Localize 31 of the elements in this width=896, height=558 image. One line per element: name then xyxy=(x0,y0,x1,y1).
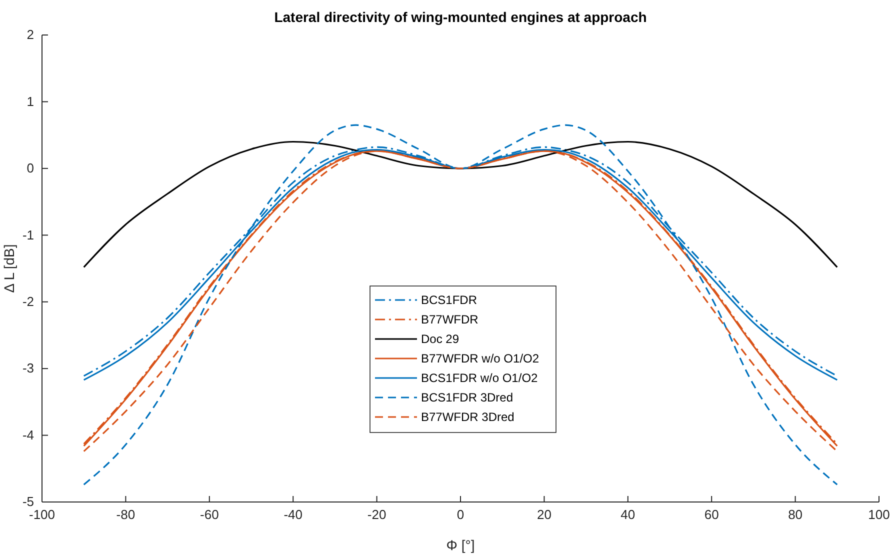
line-series xyxy=(83,140,838,268)
y-tick-label: 2 xyxy=(26,27,34,42)
x-tick-label: -80 xyxy=(116,507,136,522)
legend-label: BCS1FDR 3Dred xyxy=(421,390,514,404)
legend-label: B77WFDR w/o O1/O2 xyxy=(421,352,540,366)
x-tick-label: -60 xyxy=(200,507,219,522)
chart-title: Lateral directivity of wing-mounted engines at approach xyxy=(274,9,647,25)
y-tick-label: -2 xyxy=(22,294,34,310)
x-tick-label: 60 xyxy=(704,507,719,522)
x-tick-label: -100 xyxy=(28,507,56,522)
y-tick-label: -4 xyxy=(22,427,34,442)
x-tick-label: -20 xyxy=(367,507,386,522)
y-tick-label: -3 xyxy=(22,360,34,376)
y-tick-label: 0 xyxy=(26,160,34,176)
legend-label: BCS1FDR xyxy=(421,293,478,307)
y-tick-label: -5 xyxy=(22,494,34,510)
x-axis-title: Φ [°] xyxy=(446,537,475,553)
legend-label: B77WFDR xyxy=(421,312,479,326)
x-tick-label: 80 xyxy=(788,507,803,522)
y-tick-label: -1 xyxy=(22,227,34,242)
x-tick-label: 100 xyxy=(868,507,890,522)
x-tick-label: 0 xyxy=(456,507,464,522)
legend-label: BCS1FDR w/o O1/O2 xyxy=(421,371,538,385)
x-tick-label: 20 xyxy=(536,507,552,522)
line-series xyxy=(83,124,838,486)
y-axis-title: Δ L [dB] xyxy=(1,244,17,293)
x-tick-label: -40 xyxy=(284,507,302,522)
legend-label: Doc 29 xyxy=(421,332,460,346)
y-tick-label: 1 xyxy=(26,94,34,109)
legend-label: B77WFDR 3Dred xyxy=(421,410,514,424)
x-tick-label: 40 xyxy=(620,507,636,522)
